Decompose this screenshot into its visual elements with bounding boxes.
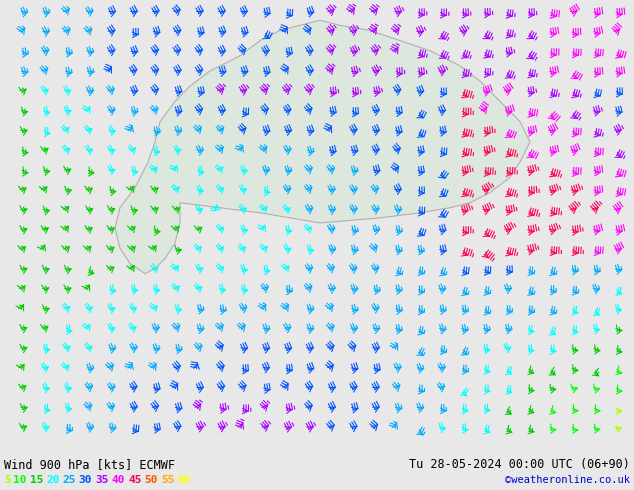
Text: Wind 900 hPa [kts] ECMWF: Wind 900 hPa [kts] ECMWF (4, 458, 175, 471)
Text: 55: 55 (161, 475, 174, 485)
Text: 60: 60 (177, 475, 191, 485)
Text: 10: 10 (13, 475, 27, 485)
Text: 20: 20 (46, 475, 60, 485)
Polygon shape (115, 20, 530, 273)
Text: 50: 50 (145, 475, 158, 485)
Text: 45: 45 (128, 475, 141, 485)
Text: 25: 25 (62, 475, 76, 485)
Text: 40: 40 (112, 475, 125, 485)
Text: Tu 28-05-2024 00:00 UTC (06+90): Tu 28-05-2024 00:00 UTC (06+90) (409, 458, 630, 471)
Text: 5: 5 (4, 475, 11, 485)
Text: 15: 15 (30, 475, 43, 485)
Text: 30: 30 (79, 475, 93, 485)
Text: ©weatheronline.co.uk: ©weatheronline.co.uk (505, 475, 630, 485)
Text: 35: 35 (95, 475, 108, 485)
